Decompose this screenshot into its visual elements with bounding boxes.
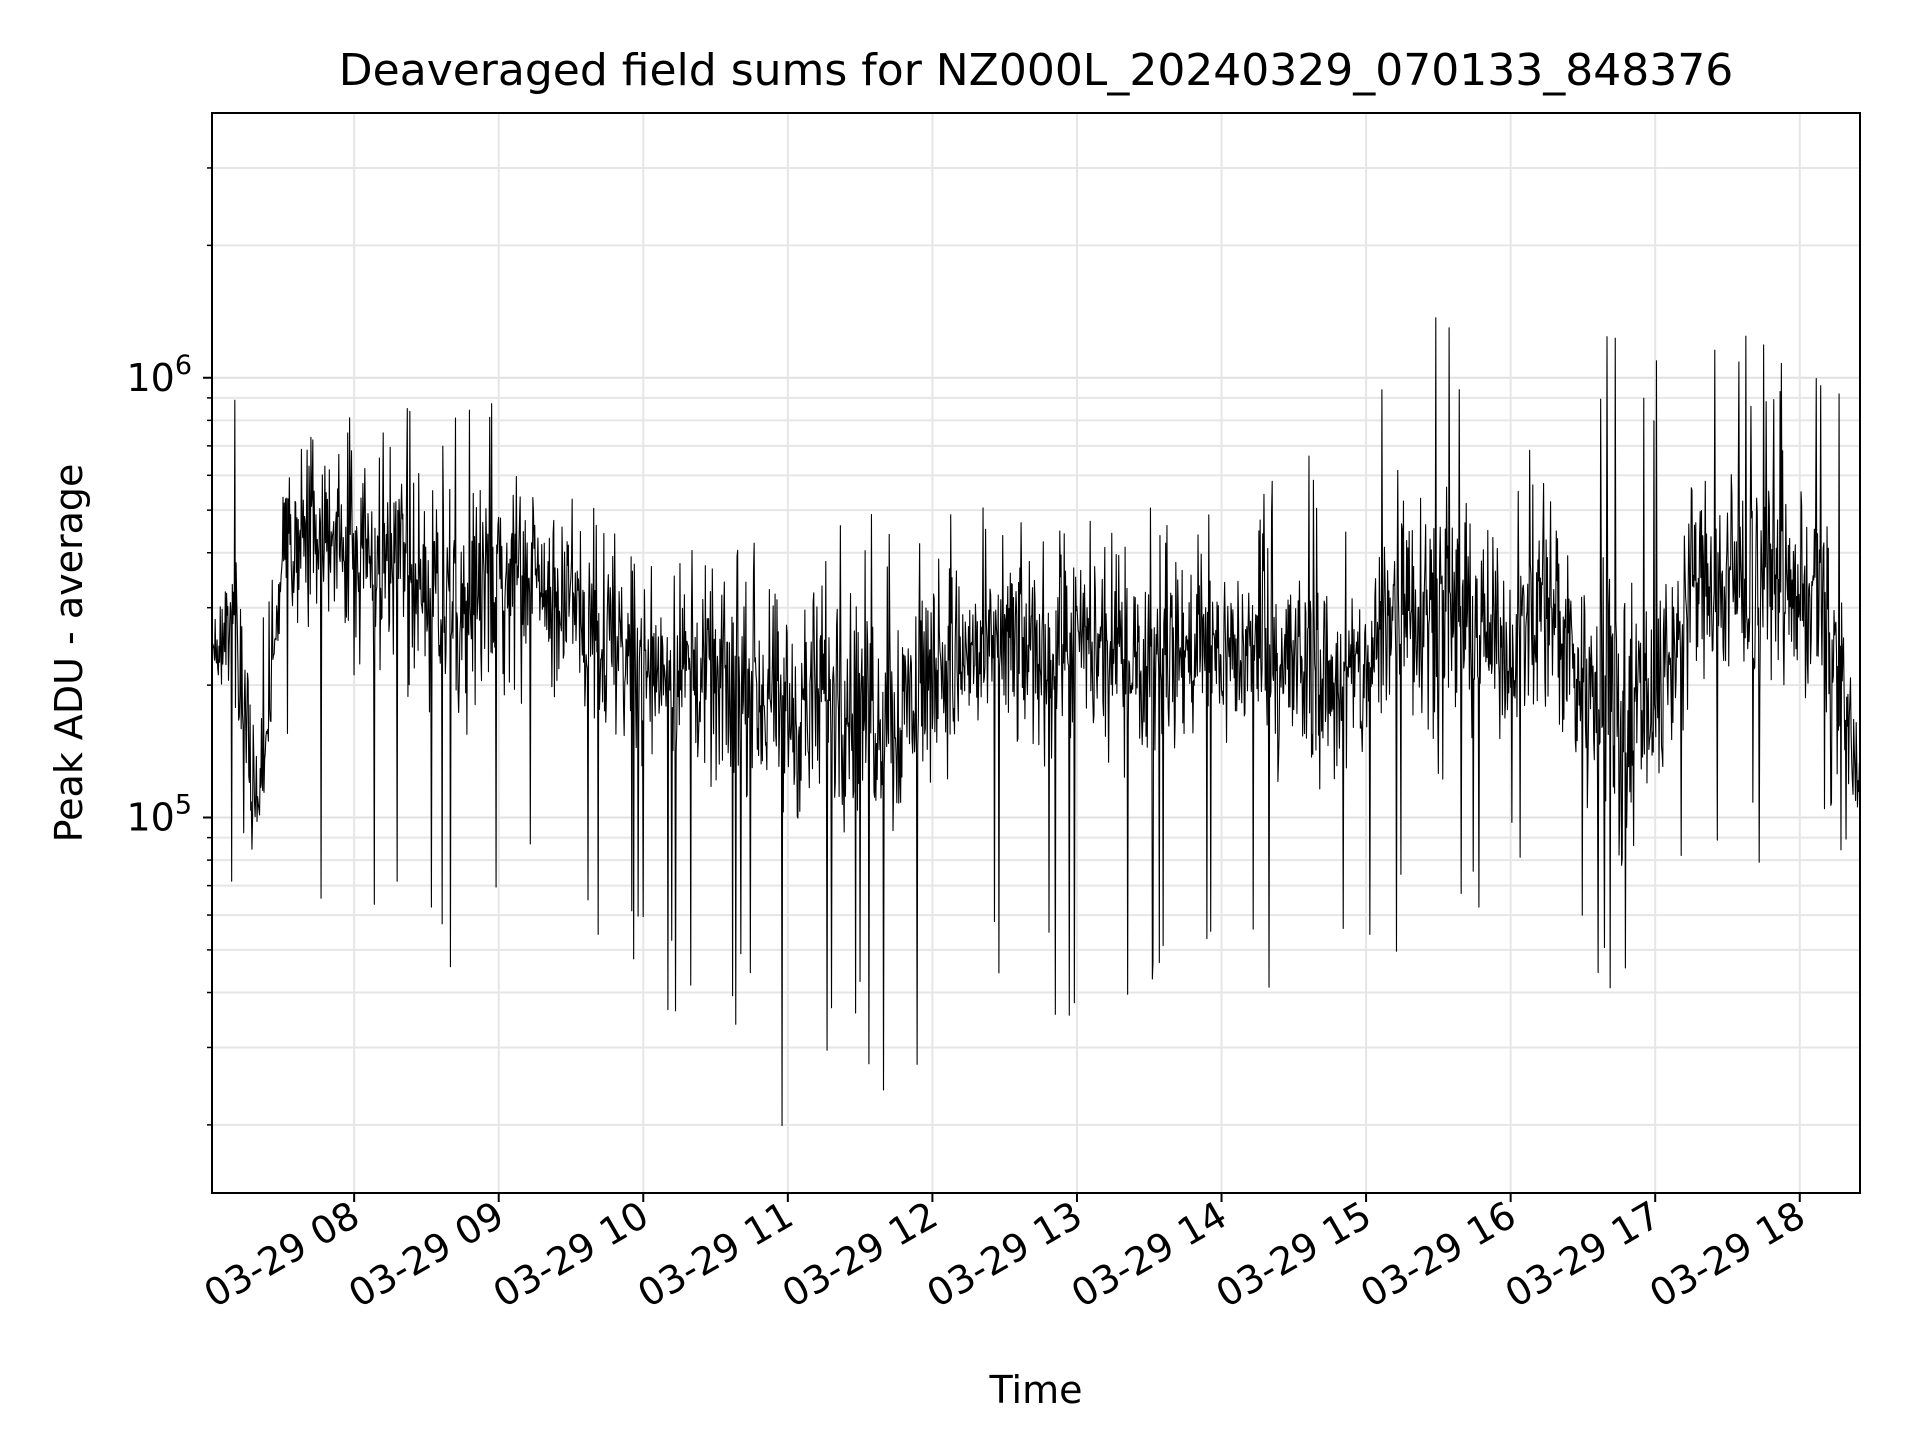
chart-title: Deaveraged field sums for NZ000L_2024032… [339, 45, 1733, 96]
y-tick-label: 105 [126, 790, 192, 840]
grid [212, 113, 1860, 1193]
y-axis-label: Peak ADU - average [47, 464, 91, 843]
data-line-group [211, 317, 1861, 1127]
x-axis-label: Time [989, 1368, 1083, 1412]
plot-area-frame [211, 112, 1861, 1194]
y-tick-label: 106 [126, 350, 192, 400]
data-line [211, 317, 1861, 1127]
